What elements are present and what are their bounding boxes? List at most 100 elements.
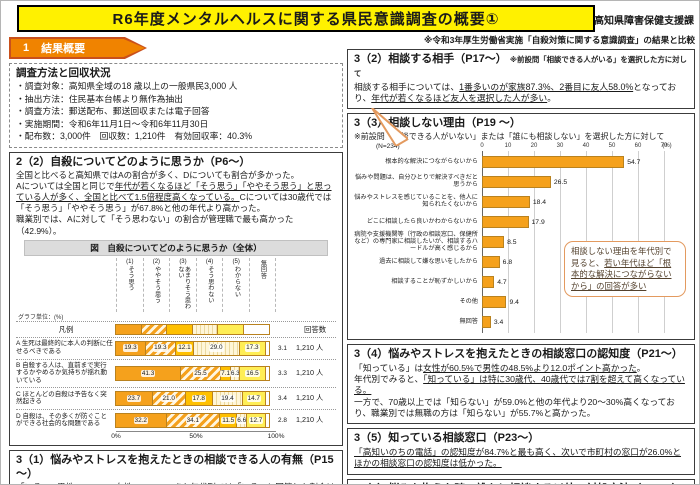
bar-segment: 17.8 [184, 390, 213, 406]
bar-segment: 19.3 [144, 340, 176, 356]
bar [482, 156, 625, 169]
stacked-bar: 32.2 34.1 11.5 6.6 12.7 [115, 412, 276, 428]
stacked-column-header: (5) わからない [222, 257, 249, 312]
stacked-bar-row: C ほとんどの自殺は予告なく突然起きる 23.7 21.0 17.8 19.4 14.7 3… [16, 386, 336, 409]
stacked-chart-x-axis: 0% 50% 100% [111, 430, 284, 441]
horizontal-bar-chart: (N=234) 0 10 20 30 40 50 60 70 (%) 根本的な解決につながらない… [354, 108, 688, 335]
stacked-column-header: (4) そう思わない [195, 257, 223, 312]
section-note: ※前設問「相談できる人がいない」または「誰にも相談しない」を選択した方に対して [354, 132, 665, 142]
bar-row: 悩みや問題は、自分ひとりで解決すべきだと思うから 26.5 [354, 172, 688, 192]
x-axis-tick: 30 [556, 143, 564, 150]
section-other-coping: 3（6）悩みを抱えた時、誰かに相談する以外の対処方法（P25～） 年代別でみると… [347, 478, 695, 484]
section-title: 3（1）悩みやストレスを抱えたときの相談できる人の有無（P15～） [16, 453, 334, 480]
x-axis-tick: 60 [634, 143, 642, 150]
bar-label: 根本的な解決につながらないから [385, 157, 478, 165]
stacked-bar: 19.3 19.3 12.1 29.0 17.3 [115, 340, 276, 356]
bar-segment: 34.1 [165, 412, 221, 428]
survey-info-item: ・配布数：3,000件 回収数：1,210件 有効回収率：40.3% [16, 131, 253, 142]
x-axis-tick: 70 [660, 143, 668, 150]
bar-value: 6.8 [502, 258, 513, 266]
bar-row: 根本的な解決につながらないから 54.7 [354, 152, 688, 172]
x-axis-tick: 100% [267, 432, 285, 440]
survey-info-title: 調査方法と回収状況 [16, 67, 111, 79]
section-known-windows: 3（5）知っている相談窓口（P23～） 「高知いのちの電話」の認知度が84.7%… [347, 428, 695, 475]
x-axis-tick: 0 [480, 143, 484, 150]
bar-row: 過去に相談して嫌な思いをしたから 6.8 [354, 252, 688, 272]
bar-label: 相談することが恥ずかしいから [391, 277, 478, 285]
bar-rows: 根本的な解決につながらないから 54.7 悩みや問題は、自分ひとりで解決すべきだと思… [354, 152, 688, 332]
survey-info-list: ・調査対象：高知県全域の18 歳以上の一般県民3,000 人・抽出方法：住民基本… [16, 80, 336, 142]
chart-legend: 凡例 回答数 [16, 320, 336, 337]
section-consult-partner: 3（2）相談する相手（P17～） ※前設問「相談できる人がいる」を選択した方に対… [347, 49, 695, 110]
legend-swatch [191, 323, 219, 335]
bar-segment: 11.5 [219, 412, 238, 428]
bar-label: 過去に相談して嫌な思いをしたから [379, 257, 478, 265]
survey-info-item: ・調査方法：郵送配布、郵送回収または電子回答 [16, 106, 210, 117]
figure-title: 図 自殺についてどのように思うか（全体） [24, 239, 328, 256]
bar [482, 216, 529, 229]
bar [482, 176, 551, 189]
bar-segment [265, 340, 271, 356]
bar-value: 54.7 [627, 158, 641, 166]
badge-number: 1 [23, 42, 30, 54]
row-count: 1,210 人 [296, 415, 324, 425]
row-label: A 生死は最終的に本人の判断に任せるべきである [16, 340, 113, 356]
legend-label: 凡例 [58, 324, 74, 334]
stacked-bar-row: D 自殺は、その多くが防ぐことができる社会的な問題である 32.2 34.1 11.5… [16, 408, 336, 431]
stacked-chart-headers: (1) そう思う (2) ややそう思う (3) あまりそう思わない (4) そう思わない (5)… [116, 257, 336, 312]
bar-segment: 17.3 [238, 340, 267, 356]
bar-value: 8.5 [507, 238, 517, 246]
bar [482, 296, 507, 309]
sample-size-label: (N=234) [376, 143, 400, 151]
section-body: 「いる」⇒男性：75.4%、女性：83.7%。また年代別では「いる」と回答した割… [16, 482, 336, 484]
bar-value: 4.7 [497, 278, 507, 286]
bar-segment: 25.5 [180, 365, 221, 381]
bar [482, 196, 530, 209]
x-axis-tick: 0% [111, 432, 121, 440]
row-count: 1,210 人 [296, 368, 324, 378]
chart-unit-label: グラフ単位：(%) [18, 314, 64, 321]
row-count: 1,210 人 [296, 343, 324, 353]
stacked-chart-rows: A 生死は最終的に本人の判断に任せるべきである 19.3 19.3 12.1 29.0 1… [16, 336, 336, 431]
bar-segment: 16.5 [239, 365, 266, 381]
badge-label: 結果概要 [41, 43, 86, 55]
section-body: 相談する相手については、1番多いのが家族87.3%、2番目に友人58.0%となっ… [354, 81, 677, 103]
bar-row: 相談することが恥ずかしいから 4.7 [354, 272, 688, 292]
result-summary-badge: 1 結果概要 [9, 37, 147, 59]
legend-swatch [217, 323, 244, 335]
comparison-note: ※令和3年厚生労働省実施「自殺対策に関する意識調査」の結果と比較 [424, 35, 695, 45]
no-answer-value: 2.8 [278, 416, 287, 424]
section-title: 3（4）悩みやストレスを抱えたときの相談窓口の認知度（P21～） [354, 348, 683, 361]
section-title: 3（2）相談する相手（P17～） ※前設問「相談できる人がいる」を選択した方に対… [354, 53, 687, 78]
section-note: ※前設問「相談できる人がいる」を選択した方に対して [354, 55, 687, 78]
bar-segment: 19.4 [211, 390, 243, 406]
bar-value: 17.9 [531, 218, 545, 226]
bar-segment: 14.7 [242, 390, 266, 406]
bar-segment: 21.0 [151, 390, 186, 406]
no-answer-value: 3.3 [278, 369, 287, 377]
stacked-column-header: (1) そう思う [116, 257, 143, 312]
department-label: 高知県障害保健支援課 [594, 16, 694, 27]
left-column: 調査方法と回収状況 ・調査対象：高知県全域の18 歳以上の一般県民3,000 人… [9, 63, 343, 484]
bar-row: 悩みやストレスを感じていることを、他人に知られたくないから 18.4 [354, 192, 688, 212]
stacked-bar: 23.7 21.0 17.8 19.4 14.7 [115, 390, 276, 406]
bar-label: どこに相談したら良いかわからないから [366, 217, 478, 225]
bar-segment: 12.1 [174, 340, 195, 356]
bar-label: 無回答 [459, 317, 478, 325]
bar-segment: 32.2 [115, 412, 167, 428]
survey-info-item: ・調査対象：高知県全域の18 歳以上の一般県民3,000 人 [16, 81, 238, 92]
section-consultable-person: 3（1）悩みやストレスを抱えたときの相談できる人の有無（P15～） 「いる」⇒男… [9, 449, 343, 484]
bar-value: 3.4 [493, 318, 504, 326]
x-axis-tick: 40 [582, 143, 590, 150]
callout-pointer [371, 108, 408, 147]
survey-info-item: ・実施期間：令和6年11月1日～令和6年11月30日 [16, 118, 209, 129]
x-axis-tick: 20 [530, 143, 538, 150]
section-window-awareness: 3（4）悩みやストレスを抱えたときの相談窓口の認知度（P21～） 「知っている」… [347, 344, 695, 425]
section-no-consult-reason: 3（3）相談しない理由（P19 ～） ※前設問「相談できる人がいない」または「誰… [347, 108, 695, 341]
stacked-bar-row: B 自殺する人は、直前まで実行するかやめるか気持ちが揺れ動いている 41.3 25.… [16, 358, 336, 387]
bar-row: 無回答 3.4 [354, 312, 688, 332]
section-body: 「知っている」は女性が60.5%で男性の48.5%より12.0ポイント高かった。… [354, 362, 685, 419]
bar-row: その他 9.4 [354, 292, 688, 312]
legend-swatch [242, 323, 270, 335]
